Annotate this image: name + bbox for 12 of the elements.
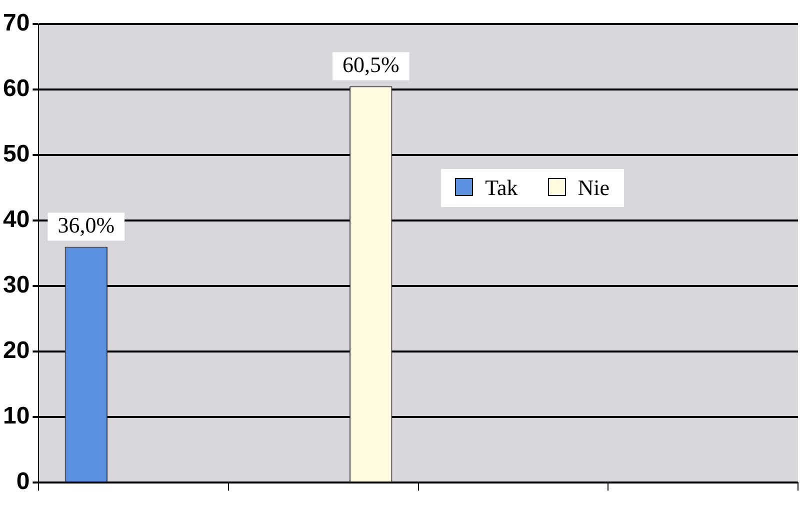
y-tick-label: 0: [16, 468, 30, 496]
y-tick-label: 20: [2, 337, 30, 364]
y-tick-label: 10: [2, 402, 30, 430]
y-tick-label: 50: [2, 140, 30, 168]
y-tick-label: 70: [2, 10, 30, 37]
legend-label: Tak: [484, 175, 518, 201]
y-tick-label: 60: [2, 75, 30, 102]
y-tick-label: 30: [2, 272, 30, 299]
y-tick-label: 40: [2, 206, 30, 234]
data-label: 60,5%: [342, 52, 400, 78]
data-label: 36,0%: [58, 212, 115, 238]
legend-label: Nie: [576, 175, 610, 201]
